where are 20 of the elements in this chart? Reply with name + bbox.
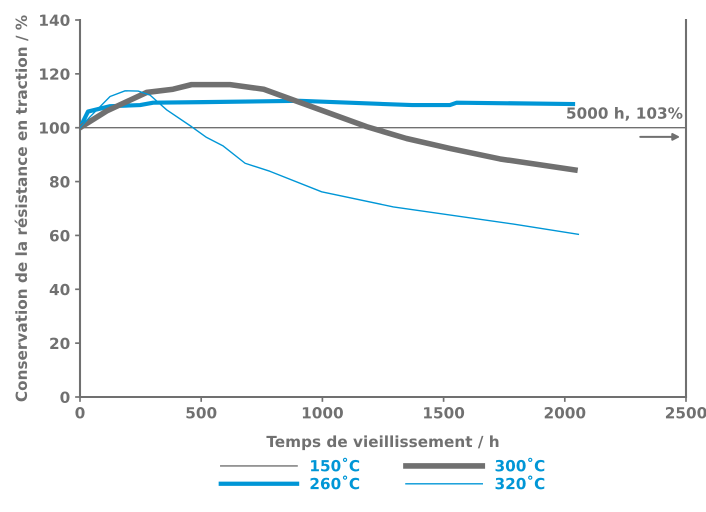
x-tick-label: 1000 — [302, 406, 343, 419]
x-tick-label: 2000 — [544, 406, 586, 419]
x-tick-label: 0 — [75, 406, 85, 419]
x-tick-label: 1500 — [424, 406, 464, 419]
x-axis-title: Temps de vieillissement / h — [266, 435, 498, 450]
y-tick-label: 120 — [40, 68, 70, 80]
legend-label: 300˚C — [496, 458, 544, 472]
legend-label: 260˚C — [310, 476, 360, 490]
legend-label: 320˚C — [496, 476, 544, 490]
y-tick-label: 20 — [50, 338, 70, 350]
y-tick-label: 100 — [40, 122, 70, 134]
y-tick-label: 0 — [60, 391, 70, 404]
y-tick-label: 80 — [50, 176, 70, 188]
annotation: 5000 h, 103% — [567, 107, 682, 121]
x-tick-label: 500 — [186, 406, 216, 419]
y-tick-label: 140 — [40, 14, 70, 26]
legend-label: 150˚C — [311, 458, 360, 472]
y-axis-title: Conservation de la résistance en traction / % — [14, 15, 28, 402]
y-tick-label: 40 — [50, 284, 70, 296]
y-tick-label: 60 — [50, 230, 70, 242]
